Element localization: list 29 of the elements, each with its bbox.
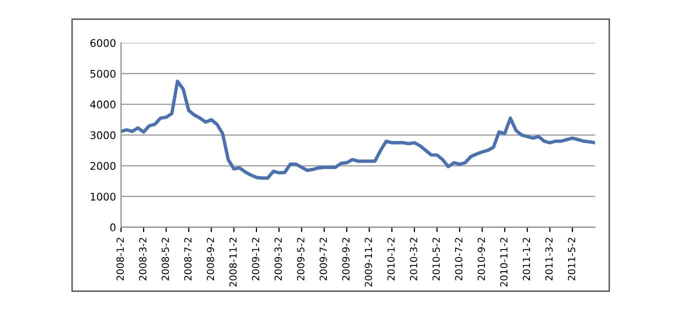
y-tick-label: 6000: [90, 39, 116, 47]
x-tick-label: 2008-3-2: [139, 238, 146, 280]
x-tick-label: 2011-1-2: [522, 238, 530, 280]
x-tick-label: 2010-9-2: [478, 238, 485, 280]
x-tick-label: 2010-3-2: [410, 238, 418, 280]
x-tick-label: 2009-3-2: [274, 238, 282, 280]
y-tick-label: 0: [110, 223, 116, 232]
y-tick-label: 1000: [90, 192, 116, 201]
x-tick-label: 2008-7-2: [184, 238, 192, 280]
x-tick-label: 2009-7-2: [320, 238, 327, 280]
x-tick-label: 2010-11-2: [500, 238, 508, 287]
x-tick-label: 2010-7-2: [455, 238, 462, 280]
x-tick-label: 2011-3-2: [545, 238, 553, 280]
x-tick-label: 2011-5-2: [568, 238, 576, 280]
x-tick-label: 2010-5-2: [432, 238, 440, 280]
y-tick-label: 2000: [90, 162, 116, 170]
x-tick-label: 2010-1-2: [387, 238, 395, 280]
x-tick-label: 2009-11-2: [364, 238, 372, 287]
y-tick-label: 3000: [90, 131, 116, 140]
x-tick-label: 2008-11-2: [229, 238, 237, 287]
y-tick-label: 5000: [90, 70, 116, 78]
x-tick-label: 2009-5-2: [297, 238, 304, 280]
x-tick-label: 2009-1-2: [252, 238, 260, 280]
line-series: [121, 80, 595, 180]
x-tick-label: 2008-5-2: [162, 238, 169, 280]
x-tick-label: 2008-9-2: [206, 238, 214, 280]
x-tick-label: 2008-1-2: [116, 238, 124, 280]
x-tick-label: 2009-9-2: [342, 238, 350, 280]
y-tick-label: 4000: [90, 100, 116, 108]
